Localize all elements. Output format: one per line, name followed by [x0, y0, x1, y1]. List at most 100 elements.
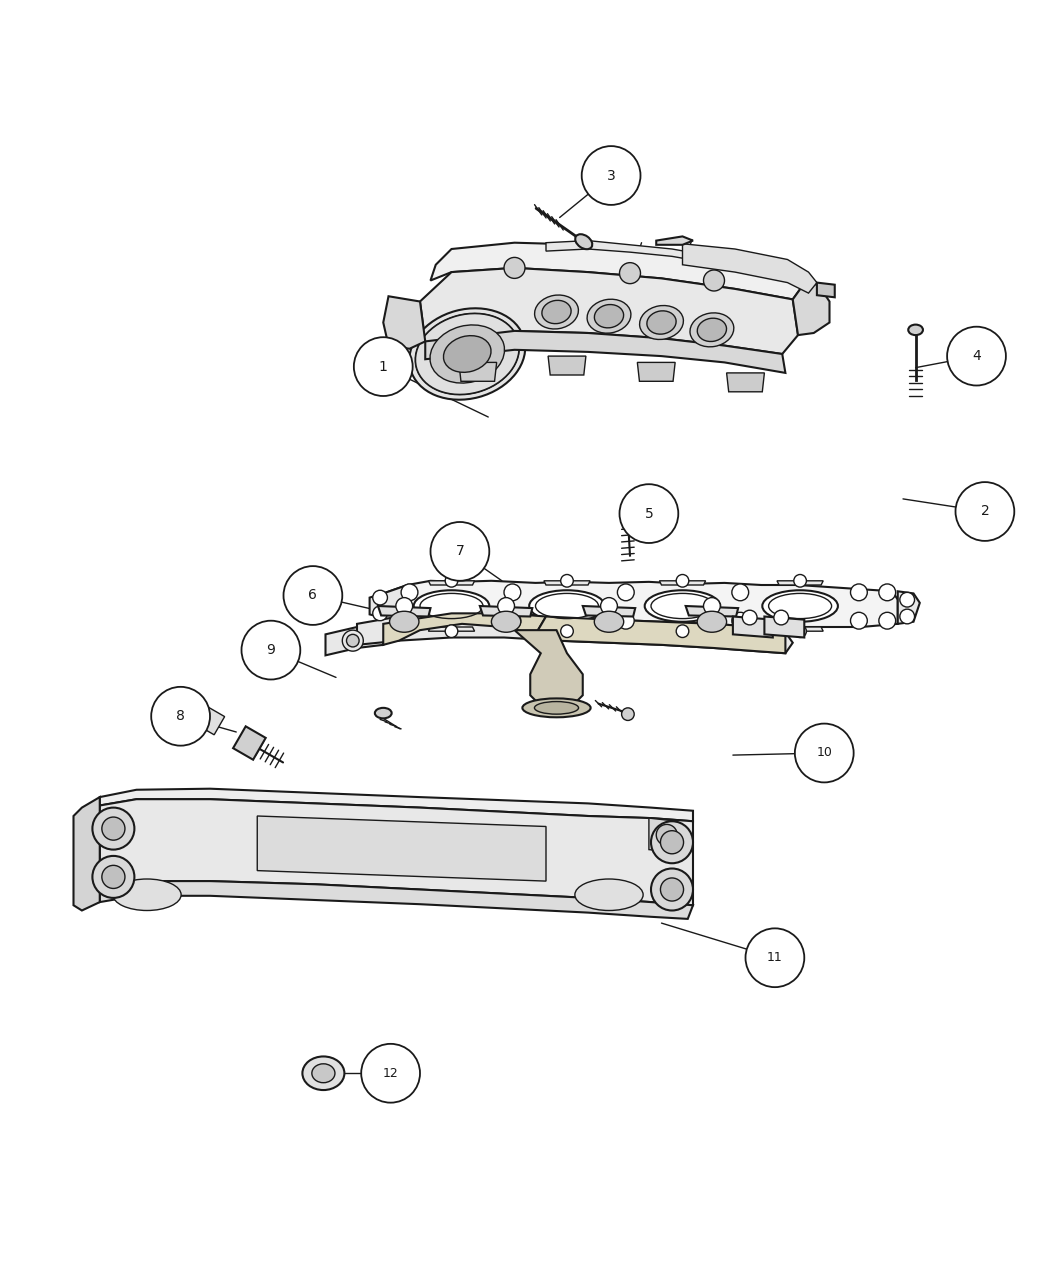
Circle shape [102, 866, 125, 889]
Circle shape [620, 484, 678, 543]
Polygon shape [733, 617, 773, 638]
Ellipse shape [697, 611, 727, 632]
Text: 9: 9 [267, 643, 275, 657]
Polygon shape [514, 630, 583, 708]
Circle shape [504, 584, 521, 601]
Text: 8: 8 [176, 709, 185, 723]
Circle shape [284, 566, 342, 625]
Ellipse shape [639, 306, 684, 339]
Polygon shape [637, 362, 675, 381]
Ellipse shape [375, 708, 392, 718]
Polygon shape [649, 819, 682, 853]
Ellipse shape [587, 300, 631, 333]
Ellipse shape [410, 309, 525, 399]
Circle shape [504, 258, 525, 278]
Text: 1: 1 [379, 360, 387, 374]
Circle shape [732, 612, 749, 629]
Circle shape [676, 625, 689, 638]
Ellipse shape [302, 1057, 344, 1090]
Polygon shape [546, 241, 714, 264]
Circle shape [850, 612, 867, 629]
Ellipse shape [416, 314, 519, 394]
Polygon shape [777, 627, 823, 631]
Ellipse shape [534, 701, 579, 714]
Ellipse shape [430, 325, 504, 382]
Circle shape [850, 584, 867, 601]
Polygon shape [378, 606, 430, 617]
Circle shape [651, 868, 693, 910]
Circle shape [774, 611, 789, 625]
Ellipse shape [312, 1063, 335, 1082]
Circle shape [947, 326, 1006, 385]
Polygon shape [793, 280, 830, 335]
Polygon shape [383, 296, 425, 349]
Polygon shape [428, 627, 475, 631]
Circle shape [601, 598, 617, 615]
Circle shape [956, 482, 1014, 541]
Polygon shape [656, 236, 693, 245]
Circle shape [504, 612, 521, 629]
Polygon shape [425, 332, 785, 372]
Polygon shape [233, 727, 266, 760]
Circle shape [617, 612, 634, 629]
Circle shape [445, 575, 458, 586]
Ellipse shape [623, 511, 633, 520]
Circle shape [622, 708, 634, 720]
Circle shape [346, 635, 359, 646]
Ellipse shape [575, 878, 643, 910]
Text: 4: 4 [972, 349, 981, 363]
Circle shape [561, 625, 573, 638]
Circle shape [445, 625, 458, 638]
Text: 2: 2 [981, 505, 989, 519]
Circle shape [102, 817, 125, 840]
Circle shape [676, 575, 689, 586]
Circle shape [794, 575, 806, 586]
Polygon shape [459, 362, 497, 381]
Circle shape [617, 584, 634, 601]
Polygon shape [764, 617, 804, 638]
Text: 11: 11 [766, 951, 782, 964]
Circle shape [151, 687, 210, 746]
Circle shape [396, 598, 413, 615]
Circle shape [732, 584, 749, 601]
Ellipse shape [113, 878, 181, 910]
Polygon shape [386, 581, 898, 627]
Circle shape [373, 606, 387, 621]
Circle shape [582, 147, 640, 205]
Polygon shape [370, 585, 407, 623]
Text: 3: 3 [607, 168, 615, 182]
Circle shape [373, 590, 387, 604]
Polygon shape [326, 623, 383, 655]
Polygon shape [428, 581, 475, 585]
Polygon shape [544, 581, 590, 585]
Ellipse shape [491, 611, 521, 632]
Text: 5: 5 [645, 506, 653, 520]
Polygon shape [100, 799, 693, 905]
Circle shape [92, 856, 134, 898]
Ellipse shape [414, 590, 489, 622]
Polygon shape [430, 242, 806, 300]
Circle shape [795, 724, 854, 783]
Text: 12: 12 [383, 1067, 399, 1080]
Circle shape [704, 598, 720, 615]
Polygon shape [817, 283, 835, 297]
Circle shape [746, 928, 804, 987]
Polygon shape [383, 613, 546, 645]
Circle shape [242, 621, 300, 680]
Ellipse shape [443, 335, 491, 372]
Text: 10: 10 [816, 746, 833, 760]
Ellipse shape [534, 295, 579, 329]
Ellipse shape [575, 235, 592, 249]
Polygon shape [100, 881, 693, 919]
Ellipse shape [416, 314, 519, 394]
Polygon shape [100, 789, 693, 821]
Polygon shape [686, 606, 738, 617]
Circle shape [656, 825, 677, 845]
Polygon shape [420, 268, 798, 354]
Circle shape [401, 584, 418, 601]
Polygon shape [544, 627, 590, 631]
Polygon shape [357, 613, 793, 653]
Ellipse shape [390, 611, 419, 632]
Ellipse shape [529, 590, 605, 622]
Circle shape [561, 575, 573, 586]
